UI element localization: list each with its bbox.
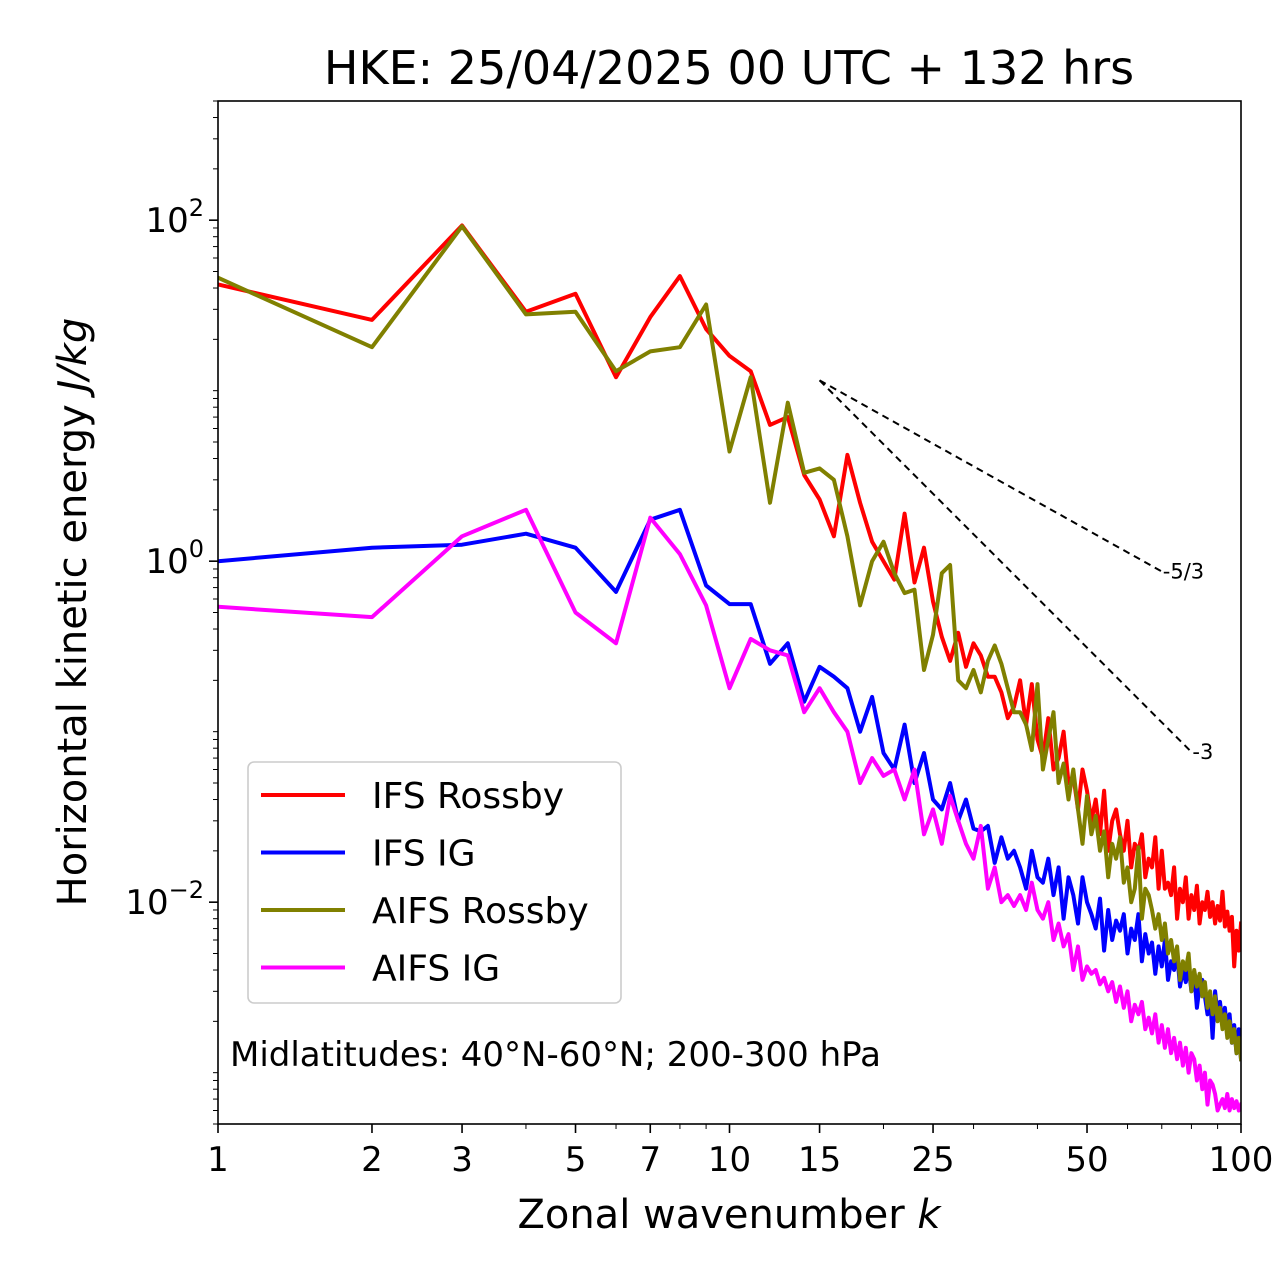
reference-slope-lines: -5/3 -3	[818, 379, 1213, 764]
legend-label: IFS Rossby	[372, 776, 564, 817]
x-tick-label: 50	[1065, 1140, 1108, 1180]
x-tick-label: 10	[708, 1140, 751, 1180]
y-tick-label: 100	[145, 535, 204, 582]
x-tick-label: 5	[565, 1140, 587, 1180]
plot-area: 1 2 3 5 7 10 15 25 50 100 10−2 100 102 -5/3 -3	[125, 100, 1274, 1180]
x-tick-label: 1	[207, 1140, 229, 1180]
legend: IFS Rossby IFS IG AIFS Rossby AIFS IG	[247, 761, 622, 1004]
series-line-aifs-rossby	[218, 224, 1241, 1062]
series-lines	[218, 223, 1241, 1113]
x-tick-label: 3	[451, 1140, 473, 1180]
legend-label: AIFS Rossby	[372, 891, 589, 932]
legend-label: IFS IG	[372, 834, 476, 875]
chart-title: HKE: 25/04/2025 00 UTC + 132 hrs	[324, 41, 1134, 95]
region-annotation: Midlatitudes: 40°N-60°N; 200-300 hPa	[230, 1035, 881, 1075]
reference-line	[819, 379, 1163, 573]
legend-label: AIFS IG	[372, 949, 500, 990]
x-tick-label: 2	[361, 1140, 383, 1180]
legend-box	[247, 761, 622, 1004]
plot-frame	[217, 100, 1242, 1125]
y-tick-label: 102	[145, 194, 204, 241]
reference-line-label: -3	[1192, 740, 1213, 764]
x-tick-label: 15	[798, 1140, 841, 1180]
y-tick-label: 10−2	[125, 876, 204, 923]
axis-ticks: 1 2 3 5 7 10 15 25 50 100 10−2 100 102	[125, 100, 1274, 1180]
x-tick-label: 7	[639, 1140, 661, 1180]
reference-line-label: -5/3	[1163, 559, 1204, 583]
x-tick-label: 100	[1209, 1140, 1274, 1180]
x-axis-label: Zonal wavenumber k	[517, 1192, 942, 1238]
series-line-aifs-ig	[218, 507, 1241, 1113]
x-tick-label: 25	[911, 1140, 954, 1180]
reference-line	[818, 379, 1193, 753]
y-axis-label: Horizontal kinetic energy J/kg	[50, 318, 96, 907]
